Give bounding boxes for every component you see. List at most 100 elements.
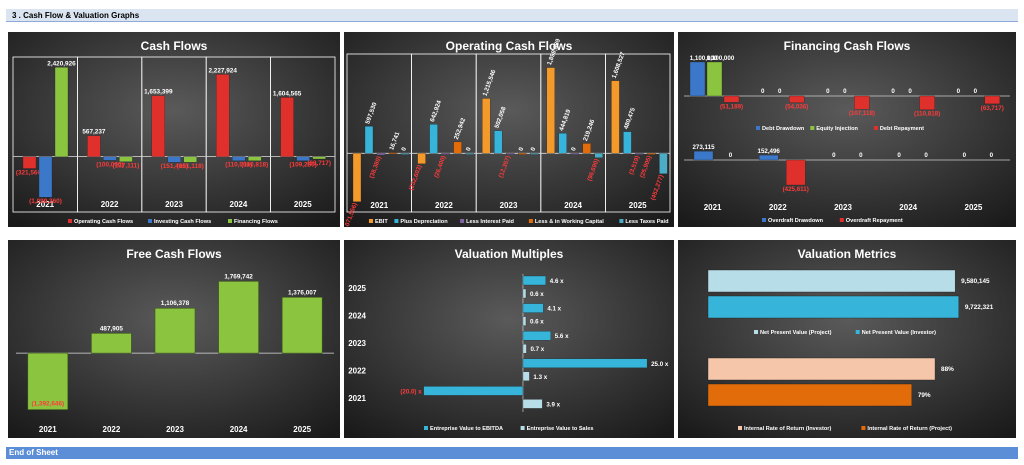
bar [530, 153, 539, 155]
legend-swatch [148, 219, 152, 223]
chart-background [678, 32, 1016, 227]
data-label: 2,227,924 [208, 67, 237, 74]
data-label: 4.6 x [550, 278, 564, 285]
legend-swatch [754, 330, 758, 334]
category-frame [604, 53, 671, 213]
bar [388, 152, 398, 154]
data-label: 0 [843, 88, 847, 95]
bar [91, 333, 132, 354]
bar [707, 269, 956, 293]
chart-background [344, 240, 674, 438]
data-label: 0 [400, 146, 408, 152]
bar [281, 297, 323, 354]
bar [218, 281, 259, 354]
chart-title: Free Cash Flows [126, 247, 222, 261]
legend-entry: Equity Injection [816, 126, 858, 132]
bar [376, 153, 386, 156]
legend-swatch [520, 426, 525, 430]
legend-swatch [839, 218, 844, 222]
data-label: 9,580,145 [961, 278, 990, 285]
data-label: (151,118) [177, 163, 204, 170]
bar [151, 95, 165, 157]
x-tick-label: 2024 [230, 200, 248, 209]
data-label: (110,818) [914, 111, 940, 118]
bar [417, 153, 426, 164]
operating-cash-flows-chart: Operating Cash Flows 2021 2022 2023 2024 2025… [344, 32, 674, 227]
legend-swatch [424, 426, 428, 430]
x-tick-label: 2025 [293, 425, 311, 434]
x-tick-label: 2021 [704, 203, 722, 212]
data-label: (321,566) [16, 170, 43, 177]
bar [494, 130, 503, 154]
chart-title: Operating Cash Flows [446, 39, 573, 53]
bar [570, 153, 579, 155]
bar [232, 156, 246, 161]
data-label: (63,717) [307, 160, 331, 167]
legend-entry: Debt Repayment [880, 126, 924, 132]
y-tick-label: 2022 [348, 367, 366, 376]
legend-swatch [394, 219, 399, 223]
data-label: (109,280) [289, 162, 316, 169]
legend-entry: Net Present Value (Project) [760, 330, 832, 336]
legend-entry: Plus Depreciation [400, 219, 448, 225]
bar [54, 67, 69, 157]
bar [546, 67, 555, 154]
bar [919, 95, 935, 110]
data-label: (137,111) [113, 163, 140, 170]
data-label: 9,722,321 [965, 304, 994, 311]
data-label: 1,653,399 [144, 89, 173, 96]
data-label: 88% [941, 366, 954, 373]
data-label: (63,717) [981, 105, 1004, 112]
data-label: 1,100,000 [690, 55, 718, 62]
y-tick-label: 2021 [348, 394, 366, 403]
bar [594, 153, 603, 158]
x-tick-label: 2025 [965, 203, 983, 212]
x-tick-label: 2023 [500, 201, 518, 210]
data-label: 0 [518, 146, 526, 152]
bar [522, 371, 530, 381]
bar [522, 288, 527, 299]
data-label: (54,036) [785, 104, 808, 111]
bar [119, 156, 133, 162]
bar [27, 352, 69, 410]
data-label: 0 [778, 88, 782, 95]
bar [693, 151, 714, 161]
data-label: 0.6 x [530, 319, 544, 326]
x-tick-label: 2025 [629, 201, 647, 210]
bar [87, 135, 101, 157]
x-tick-label: 2023 [165, 200, 183, 209]
chart-title: Financing Cash Flows [784, 39, 911, 53]
chart-title: Valuation Metrics [798, 247, 897, 261]
legend-entry: Operating Cash Flows [74, 219, 133, 225]
category-frame [270, 56, 336, 213]
data-label: 5.6 x [555, 333, 569, 340]
bar [312, 156, 326, 160]
legend-swatch [460, 219, 465, 223]
bar [623, 131, 632, 154]
data-label: 487,905 [100, 325, 124, 332]
legend-entry: Overdraft Drawdown [768, 218, 824, 224]
data-label: 0.7 x [530, 346, 544, 353]
bar [659, 153, 668, 174]
chart-background [678, 240, 1016, 438]
data-label: 1,106,378 [161, 300, 190, 307]
legend-entry: Entreprise Value to Sales [527, 426, 594, 432]
bar [582, 143, 591, 154]
legend-entry: Less Interest Paid [466, 219, 514, 225]
bar [707, 357, 936, 381]
bar [423, 386, 524, 396]
bar [296, 156, 310, 161]
x-tick-label: 2022 [103, 425, 121, 434]
bar [441, 153, 450, 155]
x-tick-label: 2021 [370, 201, 388, 210]
bar [558, 133, 567, 154]
data-label: 4.1 x [547, 306, 561, 313]
legend-swatch [228, 219, 232, 223]
data-label: 1,376,007 [288, 289, 317, 296]
legend-entry: Financing Flows [234, 219, 278, 225]
financing-cash-flows-chart: Financing Cash Flows 1,100,000 0 0 0 0 1,100,0… [678, 32, 1016, 227]
bar [522, 303, 544, 313]
bar [482, 98, 491, 154]
legend-swatch [619, 219, 624, 223]
x-tick-label: 2025 [294, 200, 312, 209]
